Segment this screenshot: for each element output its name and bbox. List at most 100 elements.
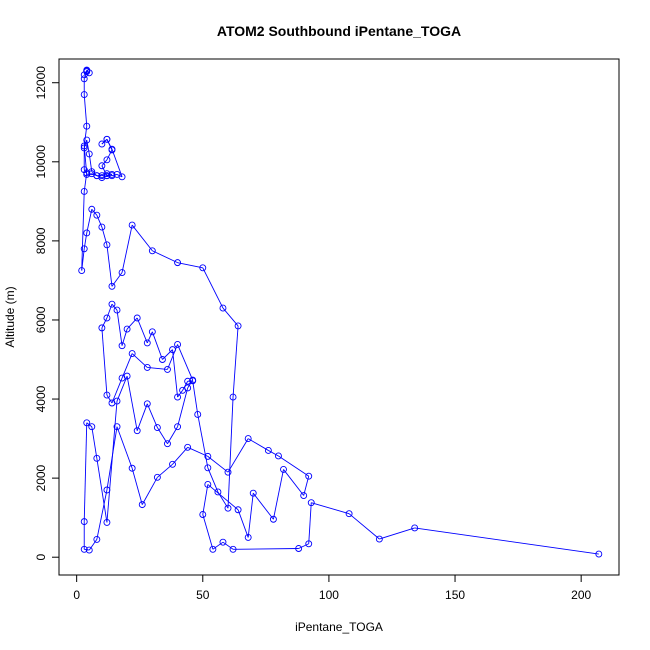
data-point [128, 350, 136, 358]
data-point [118, 342, 126, 350]
series-line-segment [116, 375, 128, 402]
series-line-segment [106, 244, 113, 287]
series-line-segment [121, 224, 133, 273]
data-point [174, 423, 182, 431]
y-tick-label: 4000 [34, 385, 48, 412]
series-line-segment [101, 165, 108, 176]
series-line-segment [283, 469, 305, 496]
data-point [118, 374, 126, 382]
series-line-segment [96, 489, 108, 540]
series-line-segment [86, 139, 90, 154]
series-line-segment [202, 484, 209, 515]
data-point [411, 524, 419, 532]
data-point [174, 341, 182, 348]
data-point [103, 156, 111, 164]
y-tick-label: 8000 [34, 227, 48, 254]
data-point [153, 473, 161, 481]
series-line-segment [348, 513, 380, 540]
data-point [80, 75, 88, 83]
series-point-group [78, 66, 603, 558]
data-point [244, 435, 252, 443]
data-point [174, 393, 182, 401]
y-tick-label: 2000 [34, 464, 48, 491]
data-point [98, 162, 106, 170]
data-point [98, 324, 106, 332]
series-line-segment [84, 548, 90, 551]
series-line-segment [177, 387, 189, 427]
data-point [83, 419, 91, 427]
series-line-segment [207, 467, 219, 493]
data-point [244, 533, 252, 541]
data-point [98, 223, 106, 231]
x-tick-label: 0 [73, 588, 80, 602]
series-line-segment [272, 469, 284, 520]
data-point [118, 173, 126, 181]
data-point [128, 221, 136, 229]
x-axis-label: iPentane_TOGA [295, 620, 383, 634]
data-point [199, 264, 207, 272]
series-line-segment [379, 527, 415, 540]
series-line-segment [308, 502, 312, 544]
data-point [88, 170, 96, 178]
series-line-segment [222, 307, 239, 327]
data-point [153, 424, 161, 431]
data-point [138, 501, 146, 509]
data-point [80, 71, 88, 79]
data-point [345, 510, 353, 518]
y-tick-label: 0 [34, 554, 48, 561]
data-point [108, 399, 116, 407]
data-point [80, 142, 88, 150]
series-line-segment [131, 468, 143, 505]
data-point [295, 545, 303, 552]
data-point [83, 171, 91, 178]
data-point [78, 267, 86, 274]
series-line-segment [192, 380, 199, 415]
series-line-segment [227, 438, 249, 473]
data-point [375, 535, 383, 543]
data-point [264, 446, 272, 454]
series-line-segment [177, 390, 183, 398]
series-line-segment [101, 317, 108, 329]
series-line-segment [202, 514, 214, 550]
series-line-segment [278, 455, 309, 477]
data-point [80, 91, 88, 99]
series-line-segment [116, 426, 133, 469]
series-line-segment [136, 403, 148, 431]
data-point [85, 150, 93, 158]
data-point [595, 550, 603, 558]
data-point [249, 489, 257, 497]
data-point [103, 135, 111, 143]
data-point [307, 499, 315, 507]
data-point [123, 325, 131, 333]
x-tick-label: 100 [319, 588, 339, 602]
data-point [113, 423, 121, 431]
series-line-segment [172, 349, 179, 398]
series-line-segment [126, 317, 138, 330]
data-point [93, 454, 101, 462]
series-line-segment [227, 397, 234, 509]
data-point [224, 468, 232, 476]
series-line-segment [141, 477, 158, 505]
series-line-segment [131, 224, 153, 252]
data-point [143, 400, 151, 408]
data-point [103, 518, 111, 526]
data-point [143, 363, 151, 371]
data-point [103, 486, 111, 494]
y-tick-label: 6000 [34, 306, 48, 333]
series-line-segment [96, 215, 103, 228]
data-point [108, 282, 116, 290]
data-point [83, 229, 91, 237]
data-point [108, 171, 116, 178]
data-point [158, 356, 166, 363]
series-line-segment [311, 502, 350, 515]
data-point [113, 306, 121, 314]
series-line-segment [81, 191, 85, 271]
data-point [199, 511, 207, 518]
data-point [224, 504, 232, 512]
data-point [204, 452, 212, 460]
series-line-group [81, 69, 599, 555]
series-line-segment [207, 484, 239, 511]
series-line-segment [146, 403, 158, 428]
series-line-segment [232, 325, 239, 398]
chart-title: ATOM2 Southbound iPentane_TOGA [217, 23, 461, 39]
